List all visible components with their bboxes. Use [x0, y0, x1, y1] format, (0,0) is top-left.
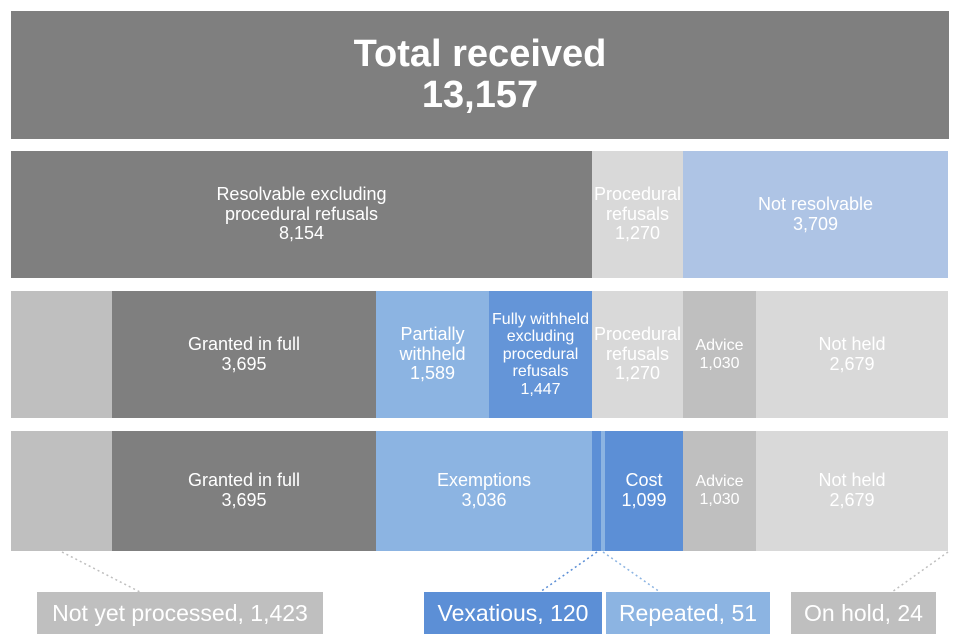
partially-withheld-block: Partially withheld 1,589: [376, 291, 489, 418]
advice-value: 1,030: [699, 354, 740, 372]
advice-row3-value: 1,030: [699, 491, 740, 508]
procedural-refusals-value: 1,270: [614, 223, 661, 244]
cost-value: 1,099: [621, 490, 667, 510]
vexatious-note: Vexatious, 120: [424, 592, 602, 634]
not-held-block: Not held 2,679: [756, 291, 948, 418]
not-yet-processed-note: Not yet processed, 1,423: [37, 592, 323, 634]
granted-in-full-label: Granted in full: [187, 333, 301, 354]
partially-withheld-value: 1,589: [409, 363, 456, 384]
cost-label: Cost: [625, 470, 663, 491]
repeated-note: Repeated, 51: [606, 592, 770, 634]
granted-in-full-block: Granted in full 3,695: [112, 291, 376, 418]
exemptions-value: 3,036: [461, 490, 507, 510]
total-received-block: Total received 13,157: [11, 11, 949, 139]
fully-withheld-value: 1,447: [520, 380, 561, 398]
granted-in-full-value: 3,695: [221, 353, 267, 374]
fully-withheld-block: Fully withheld excluding procedural refu…: [489, 291, 592, 418]
advice-row3-label: Advice: [695, 473, 744, 491]
fully-withheld-label: Fully withheld excluding procedural refu…: [492, 310, 589, 381]
granted-in-full-row3-label: Granted in full: [187, 470, 301, 491]
not-yet-processed-row3-block: [11, 431, 112, 551]
not-yet-processed-block: [11, 291, 112, 418]
not-resolvable-value: 3,709: [792, 213, 839, 234]
not-held-row3-value: 2,679: [829, 490, 875, 510]
cost-block: Cost 1,099: [605, 431, 683, 551]
resolvable-block: Resolvable excluding procedural refusals…: [11, 151, 592, 278]
advice-block: Advice 1,030: [683, 291, 756, 418]
procedural-refusals-row2-label: Procedural refusals: [593, 323, 682, 364]
on-hold-leader: [891, 551, 949, 593]
on-hold-note: On hold, 24: [791, 592, 936, 634]
repeated-sliver: [601, 431, 605, 551]
not-resolvable-label: Not resolvable: [757, 193, 874, 214]
not-held-value: 2,679: [829, 353, 875, 374]
total-received-label: Total received: [353, 32, 607, 75]
not-held-row3-label: Not held: [818, 470, 886, 491]
resolvable-label: Resolvable excluding procedural refusals: [216, 183, 387, 224]
advice-row3-block: Advice 1,030: [683, 431, 756, 551]
repeated-leader: [602, 551, 661, 593]
not-resolvable-block: Not resolvable 3,709: [683, 151, 948, 278]
granted-in-full-row3-block: Granted in full 3,695: [112, 431, 376, 551]
partially-withheld-label: Partially withheld: [399, 323, 466, 364]
advice-label: Advice: [695, 336, 744, 354]
total-received-value: 13,157: [421, 74, 539, 116]
not-yet-processed-leader: [61, 551, 141, 593]
exemptions-label: Exemptions: [436, 470, 532, 491]
resolvable-value: 8,154: [278, 223, 325, 244]
procedural-refusals-row2-value: 1,270: [614, 363, 661, 384]
not-held-label: Not held: [818, 333, 886, 354]
vexatious-leader: [539, 551, 598, 593]
vexatious-sliver: [592, 431, 601, 551]
procedural-refusals-label: Procedural refusals: [593, 183, 682, 224]
granted-in-full-row3-value: 3,695: [221, 490, 267, 510]
procedural-refusals-row2-block: Procedural refusals 1,270: [592, 291, 683, 418]
exemptions-block: Exemptions 3,036: [376, 431, 592, 551]
not-held-row3-block: Not held 2,679: [756, 431, 948, 551]
procedural-refusals-block: Procedural refusals 1,270: [592, 151, 683, 278]
